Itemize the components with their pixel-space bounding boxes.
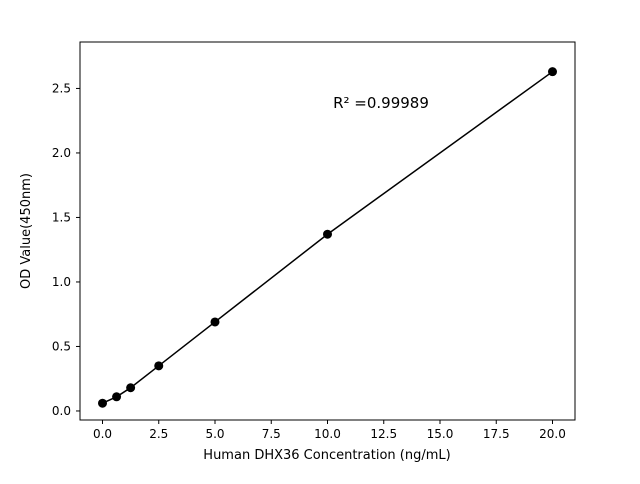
y-tick-label: 0.0 (52, 404, 71, 418)
x-tick-label: 20.0 (539, 427, 566, 441)
x-tick-label: 0.0 (93, 427, 112, 441)
y-axis-label: OD Value(450nm) (19, 173, 34, 289)
y-tick-label: 1.0 (52, 275, 71, 289)
data-point (548, 67, 557, 77)
y-tick-label: 2.5 (52, 81, 71, 95)
data-point (98, 398, 107, 408)
r-squared-annotation: R² =0.99989 (333, 94, 429, 112)
data-point (126, 383, 136, 393)
x-tick-label: 15.0 (427, 427, 454, 441)
x-tick-label: 10.0 (314, 427, 341, 441)
data-point (210, 317, 220, 327)
data-point (112, 392, 122, 402)
y-tick-label: 2.0 (52, 146, 71, 160)
plot-layer: 0.0 2.5 5.0 7.5 10.0 12.5 15.0 17.5 20.0 0.0 0.5 1.… (52, 41, 576, 441)
x-tick-label: 7.5 (262, 427, 281, 441)
y-tick-label: 1.5 (52, 210, 71, 224)
x-axis-label: Human DHX36 Concentration (ng/mL) (203, 448, 450, 463)
x-tick-label: 2.5 (149, 427, 168, 441)
data-point (323, 229, 332, 239)
x-tick-label: 5.0 (205, 427, 224, 441)
x-tick-label: 17.5 (483, 427, 510, 441)
x-tick-label: 12.5 (370, 427, 397, 441)
y-tick-label: 0.5 (52, 339, 71, 353)
data-point (154, 361, 164, 371)
